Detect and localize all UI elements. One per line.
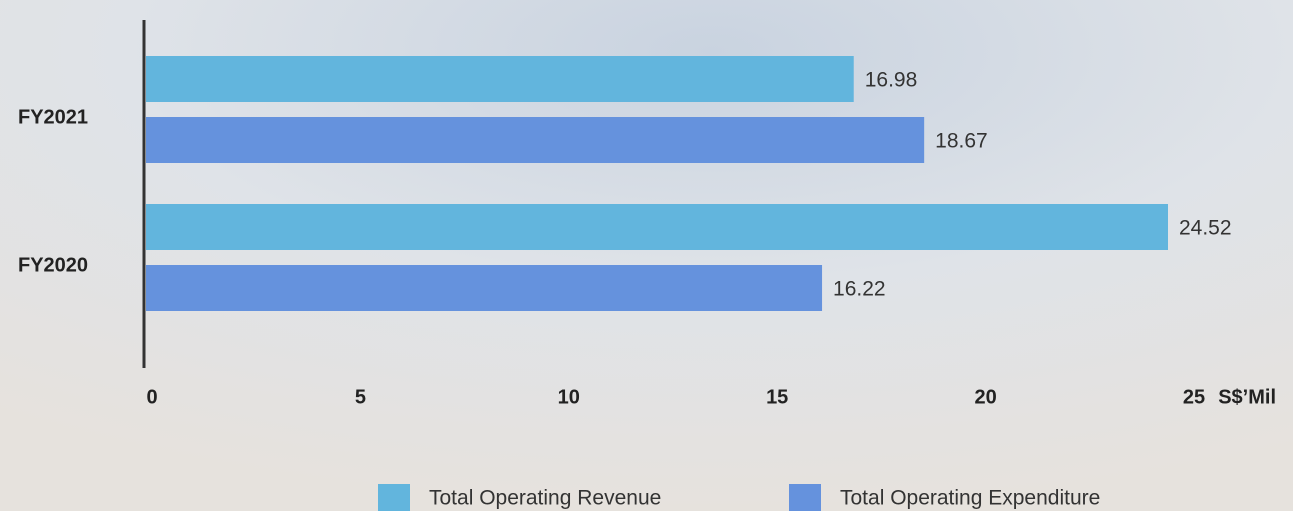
legend-swatch (378, 484, 410, 511)
bar (146, 204, 1168, 250)
x-tick-label: 25 (1183, 386, 1205, 408)
x-tick-label: 15 (766, 386, 788, 408)
data-label: 16.22 (833, 278, 886, 301)
bar (146, 117, 925, 163)
x-tick-label: 5 (355, 386, 366, 408)
bar (146, 265, 823, 311)
y-tick-label: FY2021 (18, 106, 88, 128)
x-tick-label: 0 (146, 386, 157, 408)
x-tick-label: 20 (974, 386, 996, 408)
bar (146, 56, 854, 102)
y-tick-label: FY2020 (18, 254, 88, 276)
x-unit-label: S$’Mil (1218, 386, 1276, 408)
legend-label: Total Operating Expenditure (840, 487, 1100, 510)
data-label: 24.52 (1179, 217, 1232, 240)
legend-swatch (789, 484, 821, 511)
x-tick-label: 10 (558, 386, 580, 408)
data-label: 18.67 (935, 130, 988, 153)
legend-label: Total Operating Revenue (429, 487, 661, 510)
data-label: 16.98 (865, 69, 918, 92)
